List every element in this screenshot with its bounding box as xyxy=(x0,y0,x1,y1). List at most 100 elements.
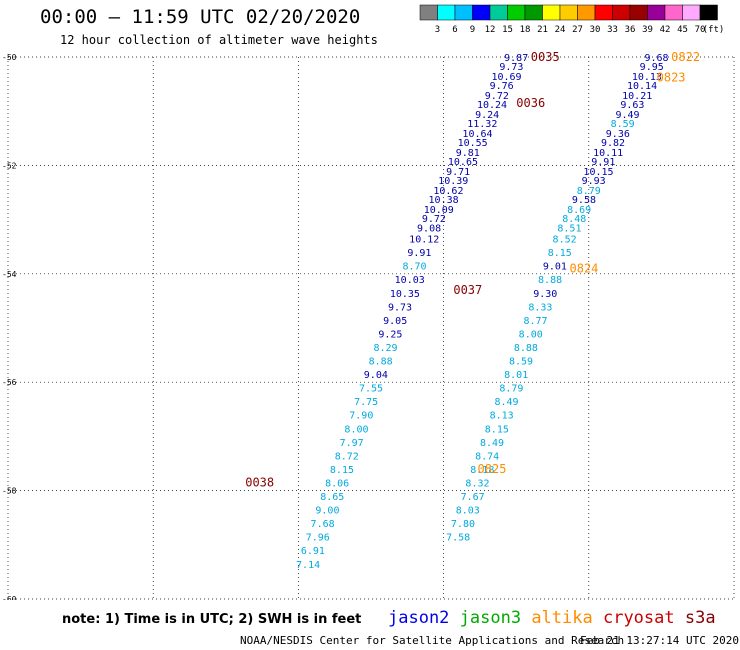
legend-item-cryosat: cryosat xyxy=(602,608,685,628)
grid xyxy=(7,56,735,600)
colorbar-label: 42 xyxy=(660,25,671,35)
swh-value-label: 9.72 xyxy=(422,214,446,225)
wave-height-plot: 120123126129132135-50-52-54-56-58-609.87… xyxy=(2,50,735,600)
swh-value-label: 9.30 xyxy=(533,289,557,300)
swh-value-label: 9.91 xyxy=(591,157,615,168)
swh-value-label: 10.35 xyxy=(390,289,420,300)
swh-value-label: 10.69 xyxy=(491,72,521,83)
swh-value-label: 9.73 xyxy=(499,62,523,73)
swh-value-label: 9.05 xyxy=(383,316,407,327)
swh-value-label: 9.04 xyxy=(364,370,388,381)
swh-value-label: 8.00 xyxy=(344,424,368,435)
y-tick-label: -56 xyxy=(2,378,17,387)
y-tick-label: -60 xyxy=(2,595,17,600)
colorbar-label: 33 xyxy=(607,25,618,35)
swh-value-label: 8.15 xyxy=(330,465,354,476)
swh-value-label: 9.01 xyxy=(543,262,567,273)
colorbar-label: 18 xyxy=(520,25,531,35)
y-tick-label: -52 xyxy=(2,161,17,170)
swh-value-label: 7.96 xyxy=(306,533,330,544)
colorbar-label: 15 xyxy=(502,25,513,35)
swh-value-label: 8.49 xyxy=(480,438,504,449)
swh-value-label: 10.09 xyxy=(424,205,454,216)
swh-value-label: 9.68 xyxy=(645,53,669,64)
swh-value-label: 8.88 xyxy=(369,357,393,368)
swh-value-label: 7.75 xyxy=(354,397,378,408)
legend-item-s3a: s3a xyxy=(684,608,716,628)
swh-value-label: 10.14 xyxy=(627,81,657,92)
swh-value-label: 10.12 xyxy=(409,235,439,246)
swh-value-label: 10.39 xyxy=(438,176,468,187)
swh-value-label: 10.62 xyxy=(433,186,463,197)
pass-time-label: 0037 xyxy=(453,283,482,297)
swh-value-label: 10.03 xyxy=(395,275,425,286)
swh-value-label: 8.01 xyxy=(504,370,528,381)
swh-value-label: 8.51 xyxy=(557,224,581,235)
swh-value-label: 10.38 xyxy=(429,195,459,206)
swh-value-label: 10.55 xyxy=(458,138,488,149)
swh-value-label: 10.64 xyxy=(462,129,492,140)
chart-subtitle: 12 hour collection of altimeter wave hei… xyxy=(60,33,378,47)
colorbar-label: 39 xyxy=(642,25,653,35)
swh-value-label: 8.00 xyxy=(519,329,543,340)
swh-value-label: 8.59 xyxy=(611,119,635,130)
swh-value-label: 9.63 xyxy=(620,100,644,111)
pass-time-label: 0038 xyxy=(245,475,274,489)
colorbar-label: 70 xyxy=(695,25,706,35)
swh-value-label: 9.71 xyxy=(446,167,470,178)
swh-value-label: 7.80 xyxy=(451,519,475,530)
swh-value-label: 8.88 xyxy=(538,275,562,286)
swh-value-label: 10.24 xyxy=(477,100,507,111)
pass-time-label: 0823 xyxy=(657,71,686,85)
swh-value-label: 8.29 xyxy=(373,343,397,354)
colorbar-label: 45 xyxy=(677,25,688,35)
colorbar-unit: (ft) xyxy=(703,25,725,35)
swh-value-label: 8.32 xyxy=(465,478,489,489)
chart-title: 00:00 – 11:59 UTC 02/20/2020 xyxy=(40,6,361,28)
swh-value-label: 8.69 xyxy=(567,205,591,216)
swh-value-label: 10.21 xyxy=(622,91,652,102)
swh-value-label: 7.97 xyxy=(340,438,364,449)
footer-credit: NOAA/NESDIS Center for Satellite Applica… xyxy=(240,634,625,647)
swh-value-label: 9.24 xyxy=(475,110,499,121)
swh-value-label: 9.91 xyxy=(407,248,431,259)
pass-time-label: 0822 xyxy=(671,50,700,64)
colorbar-label: 21 xyxy=(537,25,548,35)
colorbar-label: 12 xyxy=(485,25,496,35)
swh-value-label: 7.58 xyxy=(446,533,470,544)
swh-value-label: 9.81 xyxy=(456,148,480,159)
swh-value-label: 8.33 xyxy=(528,302,552,313)
colorbar-swatch xyxy=(699,4,718,21)
swh-value-label: 8.15 xyxy=(548,248,572,259)
swh-value-label: 9.73 xyxy=(388,302,412,313)
swh-value-label: 9.93 xyxy=(582,176,606,187)
swh-value-label: 7.90 xyxy=(349,411,373,422)
swh-value-label: 8.18 xyxy=(470,465,494,476)
swh-value-label: 8.15 xyxy=(485,424,509,435)
swh-value-label: 9.00 xyxy=(315,506,339,517)
y-tick-label: -50 xyxy=(2,53,17,62)
pass-time-label: 0036 xyxy=(516,96,545,110)
swh-value-label: 8.88 xyxy=(514,343,538,354)
swh-value-label: 9.25 xyxy=(378,329,402,340)
legend-item-altika: altika xyxy=(531,608,603,628)
swh-value-label: 8.79 xyxy=(577,186,601,197)
pass-time-label: 0824 xyxy=(570,261,599,275)
swh-value-label: 7.68 xyxy=(311,519,335,530)
swh-value-label: 9.08 xyxy=(417,224,441,235)
swh-value-label: 7.14 xyxy=(296,560,320,571)
swh-value-label: 11.32 xyxy=(467,119,497,130)
pass-time-label: 0825 xyxy=(478,462,507,476)
swh-value-label: 7.55 xyxy=(359,384,383,395)
swh-value-label: 8.13 xyxy=(490,411,514,422)
pass-time-label: 0035 xyxy=(531,50,560,64)
y-tick-label: -58 xyxy=(2,487,17,496)
swh-value-label: 8.06 xyxy=(325,478,349,489)
swh-value-label: 9.36 xyxy=(606,129,630,140)
colorbar-label: 3 xyxy=(435,25,440,35)
swh-value-label: 6.91 xyxy=(301,546,325,557)
swh-value-label: 8.72 xyxy=(335,451,359,462)
y-tick-label: -54 xyxy=(2,270,17,279)
swh-value-label: 8.79 xyxy=(499,384,523,395)
swh-value-label: 9.87 xyxy=(504,53,528,64)
